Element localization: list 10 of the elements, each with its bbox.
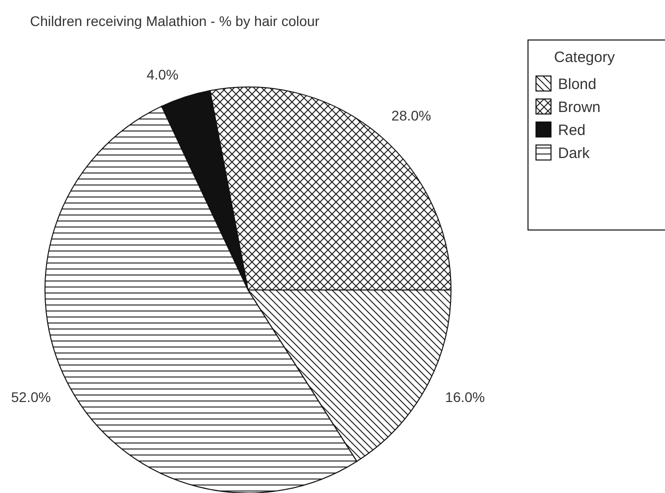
legend-label: Brown — [558, 99, 601, 116]
data-label: 4.0% — [146, 66, 178, 83]
data-label: 28.0% — [391, 107, 432, 124]
data-label: 52.0% — [11, 389, 51, 406]
legend-label: Dark — [558, 145, 590, 162]
chart-title: Children receiving Malathion - % by hair colour — [30, 13, 320, 29]
legend-label: Red — [558, 122, 586, 139]
data-label: 16.0% — [445, 389, 485, 406]
legend-label: Blond — [558, 76, 596, 93]
legend-title: Category — [554, 49, 616, 66]
